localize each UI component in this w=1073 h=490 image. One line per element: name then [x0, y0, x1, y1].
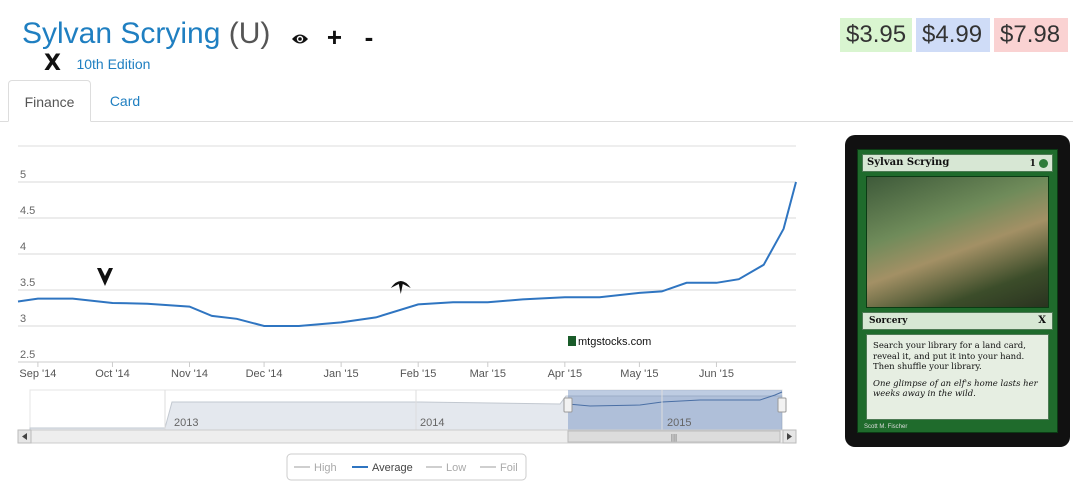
card-flavor-text: One glimpse of an elf's home lasts her w…	[873, 378, 1038, 400]
x-tick-label: May '15	[620, 368, 658, 380]
y-tick-label: 5	[20, 169, 26, 181]
navigator-selection	[568, 390, 782, 430]
y-tick-label: 4	[20, 241, 26, 253]
price-low-badge: $3.95	[840, 18, 912, 52]
event-marker-icon	[96, 268, 113, 286]
legend-box	[286, 453, 527, 481]
eye-icon[interactable]	[285, 22, 315, 52]
card-art-image	[866, 176, 1049, 308]
y-tick-label: 4.5	[20, 205, 35, 217]
tab-card[interactable]: Card	[109, 93, 141, 109]
event-marker-icon	[390, 281, 411, 294]
plus-icon[interactable]: +	[326, 22, 343, 52]
x-tick-label: Sep '14	[19, 368, 56, 380]
x-tick-label: Nov '14	[171, 368, 208, 380]
legend-item-high[interactable]: High	[314, 462, 337, 474]
tab-finance[interactable]: Finance	[8, 80, 91, 122]
navigator-year-label: 2015	[667, 417, 691, 429]
card-type-line: Sorcery X	[862, 312, 1053, 330]
green-mana-icon	[1039, 159, 1048, 168]
navigator-handle-right[interactable]	[777, 397, 787, 413]
set-row: X 10th Edition	[44, 52, 150, 76]
rarity-label: (U)	[228, 17, 271, 50]
card-rules-text: Search your library for a land card, rev…	[873, 341, 1026, 372]
scrollbar-thumb[interactable]	[567, 430, 781, 443]
card-image-title: Sylvan Scrying	[867, 157, 950, 168]
price-high-badge: $7.98	[994, 18, 1068, 52]
card-frame: Sylvan Scrying 1 Sorcery X Search your l…	[857, 149, 1058, 433]
x-tick-label: Jan '15	[324, 368, 359, 380]
watermark: mtgstocks.com	[578, 336, 651, 348]
set-symbol-icon: X	[44, 51, 61, 76]
legend-item-low[interactable]: Low	[446, 462, 466, 474]
chevron-left-icon	[22, 433, 27, 440]
navigator-handle-left[interactable]	[563, 397, 573, 413]
x-tick-label: Apr '15	[548, 368, 583, 380]
price-mid-badge: $4.99	[916, 18, 990, 52]
page-title: Sylvan Scrying (U)	[22, 14, 270, 54]
legend-item-average[interactable]: Average	[372, 462, 413, 474]
tab-bar: Finance Card	[0, 80, 1073, 122]
chevron-right-icon	[787, 433, 792, 440]
card-title-bar: Sylvan Scrying 1	[862, 154, 1053, 172]
x-tick-label: Dec '14	[246, 368, 283, 380]
card-artist: Scott M. Fischer	[864, 424, 908, 430]
y-tick-label: 2.5	[20, 349, 35, 361]
mtgstocks-logo-icon	[568, 336, 576, 346]
scrollbar-grip-icon: |||	[671, 433, 677, 442]
card-set-symbol-icon: X	[1038, 315, 1046, 326]
card-text-box: Search your library for a land card, rev…	[866, 334, 1049, 420]
card-image: Sylvan Scrying 1 Sorcery X Search your l…	[845, 135, 1070, 447]
series-line-average	[17, 181, 797, 327]
navigator-selected-line	[567, 391, 783, 407]
x-tick-label: Jun '15	[699, 368, 734, 380]
navigator-year-label: 2014	[420, 417, 444, 429]
minus-icon[interactable]: -	[364, 22, 374, 52]
x-tick-label: Mar '15	[470, 368, 506, 380]
x-tick-label: Oct '14	[95, 368, 130, 380]
title-icons: + -	[285, 22, 384, 52]
card-name-link[interactable]: Sylvan Scrying	[22, 17, 221, 50]
y-tick-label: 3	[20, 313, 26, 325]
card-mana-cost: 1	[1030, 156, 1048, 172]
x-tick-label: Feb '15	[400, 368, 436, 380]
set-name-link[interactable]: 10th Edition	[76, 56, 151, 72]
price-chart: 2.5 3 3.5 4 4.5 5 Sep '14 Oct '14 Nov '14 Dec '14…	[17, 145, 797, 481]
y-tick-label: 3.5	[20, 277, 35, 289]
navigator-year-label: 2013	[174, 417, 198, 429]
legend-item-foil[interactable]: Foil	[500, 462, 518, 474]
